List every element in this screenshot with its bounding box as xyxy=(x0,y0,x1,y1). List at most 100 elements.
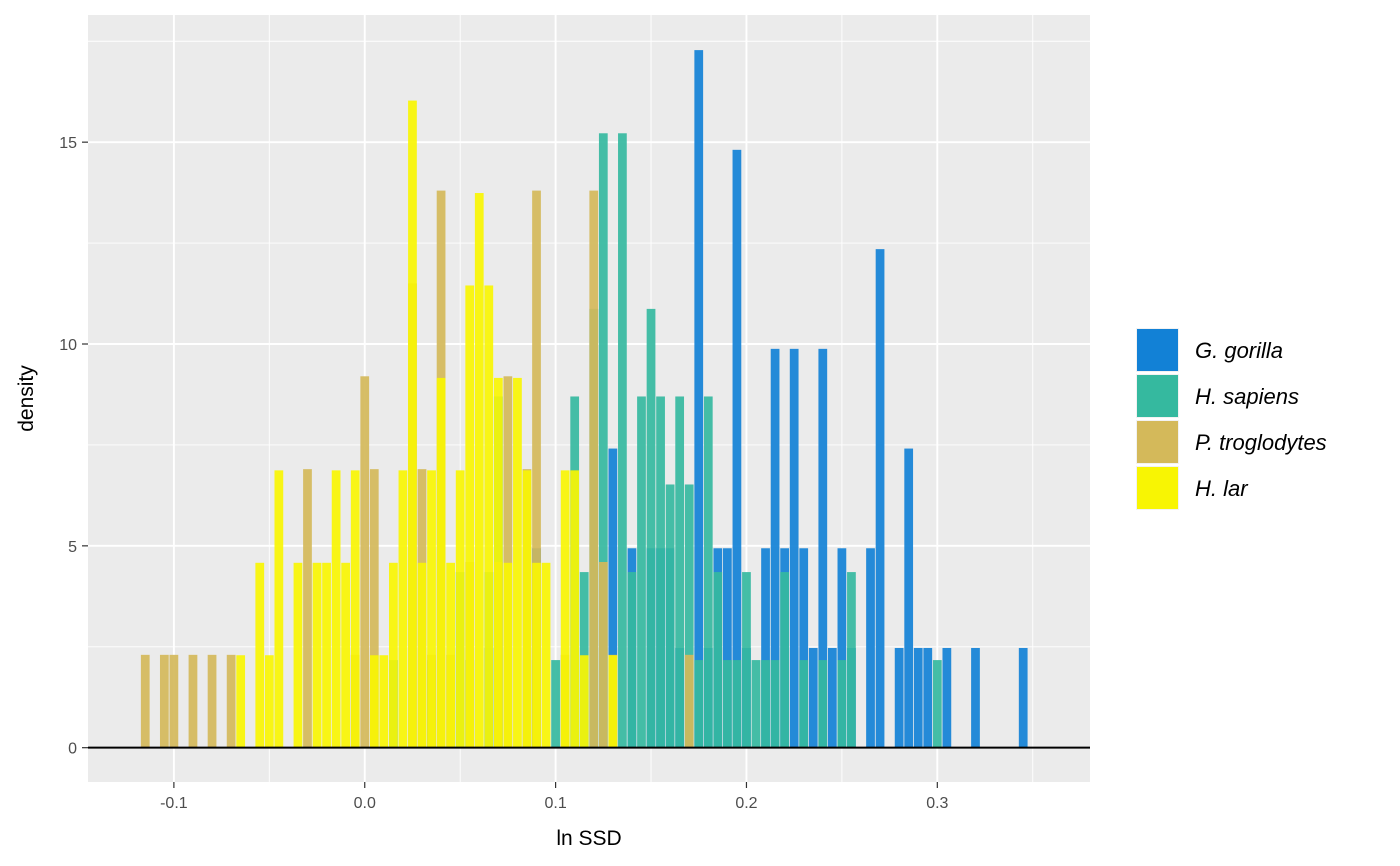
histogram-bar xyxy=(684,484,694,748)
histogram-bar xyxy=(942,647,952,748)
histogram-bar xyxy=(894,647,904,748)
histogram-bar xyxy=(207,654,217,748)
histogram-bar xyxy=(913,647,923,748)
histogram-bar xyxy=(503,562,513,748)
histogram-bar xyxy=(522,470,532,748)
histogram-bar xyxy=(389,562,398,748)
series-h-lar xyxy=(236,100,618,748)
histogram-bar xyxy=(379,655,389,748)
histogram-bar xyxy=(637,396,646,748)
legend-label-h-lar: H. lar xyxy=(1195,476,1249,501)
histogram-bar xyxy=(532,562,541,748)
y-tick-label: 0 xyxy=(68,741,77,758)
histogram-bar xyxy=(818,660,828,748)
histogram-bar xyxy=(904,448,914,748)
histogram-bar xyxy=(188,654,198,748)
x-tick-label: -0.1 xyxy=(160,795,188,812)
histogram-bar xyxy=(971,647,980,748)
histogram-bar xyxy=(694,50,704,748)
histogram-bar xyxy=(618,133,627,748)
histogram-bar xyxy=(742,572,751,748)
histogram-bar xyxy=(532,190,541,748)
histogram-bar xyxy=(703,396,713,748)
legend-label-g-gorilla: G. gorilla xyxy=(1195,338,1283,363)
histogram-bar xyxy=(236,655,246,748)
histogram-bar xyxy=(398,470,408,748)
histogram-bar xyxy=(866,548,875,748)
histogram-bar xyxy=(932,660,942,748)
histogram-bar xyxy=(837,660,847,748)
histogram-bar xyxy=(751,660,761,748)
histogram-bar xyxy=(436,377,446,748)
histogram-bar xyxy=(560,470,570,748)
histogram-bar xyxy=(723,548,732,748)
histogram-bar xyxy=(140,654,150,748)
histogram-bar xyxy=(723,660,732,748)
histogram-bar xyxy=(827,647,837,748)
legend-key-h-sapiens xyxy=(1137,375,1178,417)
histogram-bar xyxy=(312,562,322,748)
histogram-bar xyxy=(408,100,417,748)
histogram-bar xyxy=(713,572,723,748)
y-tick-label: 10 xyxy=(59,337,77,354)
histogram-bar xyxy=(169,654,179,748)
histogram-bar xyxy=(608,655,618,748)
x-tick-label: 0.0 xyxy=(354,795,376,812)
histogram-bar xyxy=(331,470,341,748)
histogram-bar xyxy=(646,308,656,748)
histogram-bar xyxy=(675,396,685,748)
histogram-bar xyxy=(513,377,522,748)
histogram-bar xyxy=(427,470,436,748)
histogram-bar xyxy=(732,660,742,748)
histogram-bar xyxy=(598,133,608,748)
x-tick-label: 0.3 xyxy=(926,795,948,812)
histogram-bar xyxy=(799,548,809,748)
histogram-bar xyxy=(369,655,379,748)
y-axis-title: density xyxy=(15,365,38,432)
histogram-bar xyxy=(255,562,265,748)
histogram-bar xyxy=(665,484,675,748)
histogram-bar xyxy=(589,190,599,748)
histogram-bar xyxy=(274,470,284,748)
histogram-bar xyxy=(369,469,379,748)
histogram-bar xyxy=(608,448,618,748)
x-tick-label: 0.1 xyxy=(544,795,566,812)
histogram-bar xyxy=(770,348,780,748)
histogram-bar xyxy=(417,562,427,748)
histogram-bar xyxy=(694,660,704,748)
histogram-bars xyxy=(88,50,1090,749)
histogram-bar xyxy=(503,376,513,748)
x-axis-title: ln SSD xyxy=(556,827,621,850)
axes: -0.1 0.0 0.1 0.2 0.3 0 5 10 15 xyxy=(59,135,948,812)
histogram-bar xyxy=(627,572,637,748)
histogram-bar xyxy=(474,193,484,748)
histogram-bar xyxy=(799,660,809,748)
histogram-bar xyxy=(780,572,789,748)
histogram-bar xyxy=(818,348,828,748)
histogram-bar xyxy=(341,562,351,748)
histogram-bar xyxy=(455,470,465,748)
histogram-bar xyxy=(656,396,665,748)
histogram-bar xyxy=(484,285,494,748)
y-tick-label: 15 xyxy=(59,135,77,152)
legend-label-p-troglodytes: P. troglodytes xyxy=(1195,430,1327,455)
legend-key-h-lar xyxy=(1137,467,1178,509)
histogram-bar xyxy=(322,562,331,748)
x-tick-label: 0.2 xyxy=(735,795,757,812)
histogram-bar xyxy=(837,548,847,748)
histogram-bar xyxy=(541,562,551,748)
histogram-bar xyxy=(264,655,274,748)
histogram-bar xyxy=(493,377,503,748)
legend: G. gorilla H. sapiens P. troglodytes H. lar xyxy=(1136,328,1327,510)
legend-label-h-sapiens: H. sapiens xyxy=(1195,384,1299,409)
histogram-bar xyxy=(226,654,236,748)
histogram-bar xyxy=(350,470,360,748)
histogram-bar xyxy=(446,562,455,748)
histogram-bar xyxy=(551,660,560,748)
histogram-bar xyxy=(159,654,169,748)
histogram-bar xyxy=(465,285,475,748)
legend-key-p-troglodytes xyxy=(1137,421,1178,463)
histogram-bar xyxy=(789,348,799,748)
histogram-bar xyxy=(923,647,933,748)
